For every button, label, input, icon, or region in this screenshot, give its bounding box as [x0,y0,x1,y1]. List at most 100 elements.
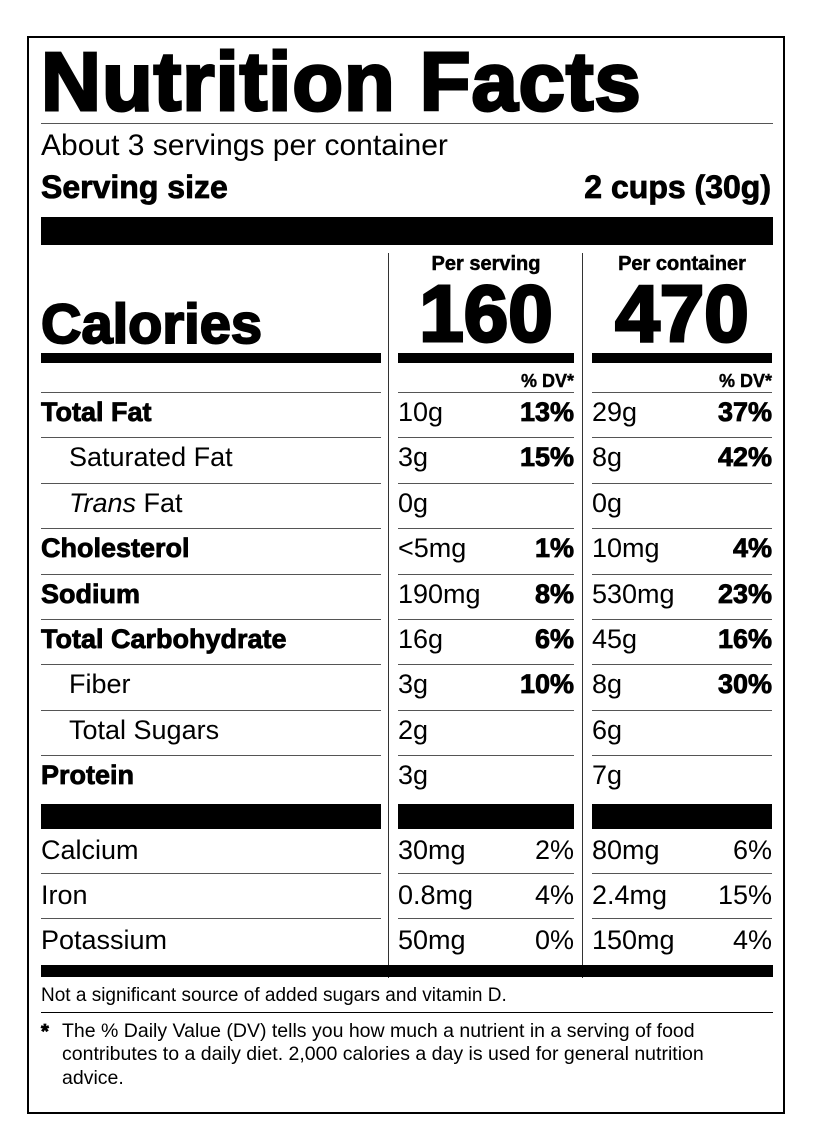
percent-dv: 4% [732,533,773,564]
amount: 16g [398,624,444,654]
row-line [41,755,381,757]
nutrient-name: Total Fat [41,397,152,427]
row-line [398,619,574,620]
amount: 6g [592,714,623,745]
title: Nutrition Facts [40,35,643,128]
nutrition-label: Nutrition Facts About 3 servings per con… [27,36,785,1114]
percent-dv: 10% [519,669,575,700]
percent-dv: 1% [534,533,575,564]
amount: 8g [592,442,623,473]
row-line [592,917,772,919]
calories-rule [592,353,772,363]
divider [41,123,773,124]
amount: 2.4mg [592,879,668,910]
dv-header: % DV* [520,371,574,391]
percent-dv: 23% [717,578,773,609]
mineral-name: Iron [41,879,88,910]
footnote-mark: * [41,1021,50,1043]
row-line [41,619,381,620]
amount: 150mg [592,924,675,955]
percent-dv: 4% [534,879,574,910]
amount: 10g [398,397,444,427]
nutrient-name: Total Sugars [69,714,220,745]
row-line [592,709,772,711]
calories-rule [398,353,574,363]
row-line [41,482,381,484]
amount: 3g [398,442,429,473]
nutrient-name: Total Carbohydrate [41,624,287,654]
row-line [592,755,772,757]
serving-size-label: Serving size [41,169,229,205]
nutrient-name: Cholesterol [41,533,190,564]
row-line [592,619,772,620]
amount: 80mg [592,834,660,865]
calories-value: 470 [614,269,750,358]
row-line [592,437,772,439]
row-line [41,664,381,666]
amount: 29g [592,397,638,427]
nutrient-name-italic: Trans [69,487,137,518]
thick-divider [41,217,773,245]
amount: 8g [592,669,623,700]
thick-divider [592,803,772,829]
row-line [398,664,574,666]
percent-dv: 37% [717,397,773,427]
amount: 190mg [398,578,481,609]
nutrient-name: Sodium [41,578,141,609]
percent-dv: 15% [519,442,575,473]
amount: 50mg [398,924,466,955]
row-line [41,872,381,874]
calories-label: Calories [40,292,263,355]
column-header: Per serving [431,253,541,275]
amount: 0g [398,487,429,518]
percent-dv: 13% [519,397,575,427]
amount: 0.8mg [398,879,474,910]
row-line [41,917,381,919]
footnote-text: The % Daily Value (DV) tells you how muc… [62,1020,704,1089]
row-line [592,482,772,484]
nutrient-name: Saturated Fat [69,442,233,473]
column-divider [582,253,583,978]
amount: 45g [592,624,638,654]
thick-divider [41,803,381,829]
row-line [41,437,381,439]
amount: 2g [398,714,429,745]
calories-value: 160 [418,269,554,358]
row-line [592,392,772,393]
servings: About 3 servings per container [41,129,448,162]
note: Not a significant source of added sugars… [41,985,507,1006]
row-line [41,392,381,393]
percent-dv: 15% [717,879,772,910]
divider [41,1012,773,1013]
amount: 30mg [398,834,466,865]
percent-dv: 0% [534,924,574,955]
nutrient-name: Protein [41,760,135,791]
percent-dv: 6% [534,624,575,654]
row-line [398,392,574,393]
row-line [398,482,574,484]
column-divider [388,253,389,978]
percent-dv: 4% [732,924,772,955]
percent-dv: 30% [717,669,773,700]
percent-dv: 42% [717,442,773,473]
row-line [41,528,381,530]
amount: 530mg [592,578,675,609]
mineral-name: Potassium [41,924,168,955]
row-line [398,709,574,711]
percent-dv: 2% [534,834,574,865]
row-line [398,755,574,757]
amount: <5mg [398,533,467,564]
column-header: Per container [618,253,746,275]
row-line [41,709,381,711]
nutrient-name: Fiber [69,669,131,700]
amount: 0g [592,487,623,518]
amount: 3g [398,760,429,791]
row-line [398,437,574,439]
amount: 7g [592,760,623,791]
nutrient-name: Trans Fat [69,487,183,518]
dv-header: % DV* [718,371,772,391]
thick-divider [41,965,773,977]
percent-dv: 8% [534,578,575,609]
calories-rule [41,353,381,363]
